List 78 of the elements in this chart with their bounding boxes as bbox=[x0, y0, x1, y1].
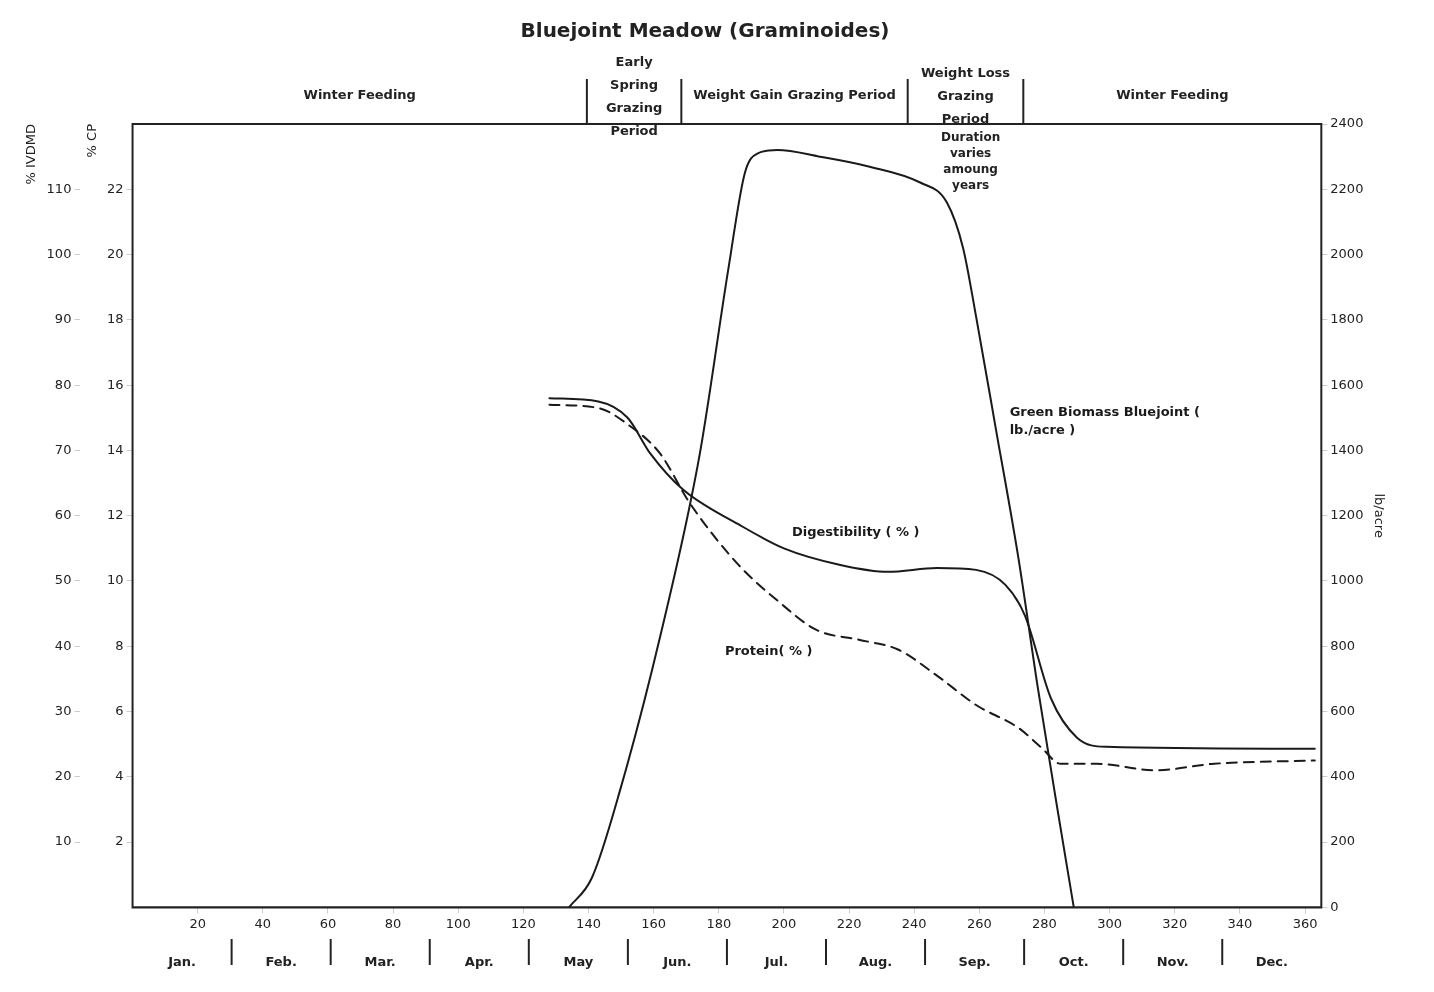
x-tick-label: 200 bbox=[771, 915, 797, 931]
text: Oct. bbox=[1058, 954, 1089, 970]
x-tick-label: 140 bbox=[576, 915, 601, 931]
y2-tick-label: 12 bbox=[107, 507, 124, 523]
y2-tick-label: 8 bbox=[115, 637, 124, 653]
text: Jul. bbox=[763, 954, 789, 970]
band-label: Winter Feeding bbox=[1116, 87, 1229, 103]
chart-title: Bluejoint Meadow (Graminoides) bbox=[520, 18, 890, 43]
text: Aug. bbox=[858, 954, 893, 970]
text: Mar. bbox=[364, 954, 396, 970]
x-tick-label: 280 bbox=[1032, 915, 1057, 931]
y-tick-label: 70 bbox=[54, 441, 72, 457]
x-tick-label: 220 bbox=[836, 915, 862, 931]
y2-tick-label: 18 bbox=[107, 311, 124, 327]
y2-tick-label: 4 bbox=[115, 768, 124, 784]
x-tick-label: 320 bbox=[1162, 915, 1188, 931]
x-tick-label: 60 bbox=[319, 915, 337, 931]
x-tick-label: 300 bbox=[1097, 915, 1123, 931]
y3-tick-label: 1800 bbox=[1330, 311, 1364, 327]
x-tick-label: 340 bbox=[1227, 915, 1253, 931]
y2-tick-label: 22 bbox=[107, 180, 124, 196]
y2-tick-label: 2 bbox=[115, 833, 124, 849]
y3-tick-label: 1600 bbox=[1330, 376, 1364, 392]
y3-tick-label: 2000 bbox=[1330, 245, 1364, 261]
y2-axis-title: % CP bbox=[83, 123, 99, 158]
series-label: Protein( % ) bbox=[724, 643, 813, 659]
x-tick-label: 240 bbox=[901, 915, 927, 931]
y3-tick-label: 200 bbox=[1330, 833, 1356, 849]
x-tick-label: 160 bbox=[641, 915, 667, 931]
band-label: Weight Loss Grazing Period bbox=[920, 65, 1011, 127]
y2-tick-label: 20 bbox=[107, 245, 124, 261]
x-tick-label: 360 bbox=[1292, 915, 1318, 931]
series-label: Green Biomass Bluejoint ( lb./acre ) bbox=[1009, 403, 1200, 437]
x-tick-label: 260 bbox=[966, 915, 992, 931]
y3-tick-label: 1000 bbox=[1330, 572, 1364, 588]
series-label: Digestibility ( % ) bbox=[791, 523, 920, 539]
text: Apr. bbox=[464, 954, 494, 970]
x-tick-label: 40 bbox=[254, 915, 272, 931]
x-tick-label: 80 bbox=[384, 915, 402, 931]
x-tick-label: 100 bbox=[445, 915, 471, 931]
y-tick-label: 90 bbox=[54, 311, 72, 327]
y3-tick-label: 0 bbox=[1330, 898, 1339, 914]
y3-tick-label: 2200 bbox=[1330, 180, 1364, 196]
text: May bbox=[563, 954, 594, 970]
text: Sep. bbox=[958, 954, 991, 970]
y2-tick-label: 16 bbox=[107, 376, 124, 392]
y3-axis-title: lb/acre bbox=[1371, 493, 1387, 538]
y3-tick-label: 800 bbox=[1330, 637, 1356, 653]
x-tick-label: 120 bbox=[510, 915, 536, 931]
annotation: Duration varies amoung years bbox=[941, 130, 1001, 193]
y-tick-label: 100 bbox=[46, 245, 72, 261]
text: Jun. bbox=[662, 954, 692, 970]
text: Feb. bbox=[265, 954, 297, 970]
y-tick-label: 80 bbox=[54, 376, 72, 392]
y2-tick-label: 14 bbox=[107, 441, 124, 457]
text: Nov. bbox=[1156, 954, 1189, 970]
y2-tick-label: 10 bbox=[107, 572, 124, 588]
text: Dec. bbox=[1255, 954, 1288, 970]
y3-tick-label: 400 bbox=[1330, 768, 1356, 784]
y3-tick-label: 600 bbox=[1330, 702, 1356, 718]
y3-tick-label: 1200 bbox=[1330, 507, 1364, 523]
y-tick-label: 20 bbox=[54, 768, 72, 784]
y-tick-label: 50 bbox=[54, 572, 72, 588]
y-tick-label: 60 bbox=[54, 507, 72, 523]
band-label: Winter Feeding bbox=[303, 87, 416, 103]
y3-tick-label: 2400 bbox=[1330, 115, 1364, 131]
y-tick-label: 10 bbox=[54, 833, 72, 849]
x-tick-label: 20 bbox=[189, 915, 206, 931]
band-label: Weight Gain Grazing Period bbox=[693, 87, 896, 103]
y-tick-label: 110 bbox=[46, 180, 72, 196]
band-label: Early Spring Grazing Period bbox=[605, 54, 663, 139]
y3-tick-label: 1400 bbox=[1330, 441, 1364, 457]
y-tick-label: 30 bbox=[54, 702, 72, 718]
text: Jan. bbox=[167, 954, 196, 970]
y-axis-title: % IVDMD bbox=[23, 124, 39, 185]
x-tick-label: 180 bbox=[706, 915, 732, 931]
y-tick-label: 40 bbox=[54, 637, 72, 653]
y2-tick-label: 6 bbox=[115, 702, 124, 718]
